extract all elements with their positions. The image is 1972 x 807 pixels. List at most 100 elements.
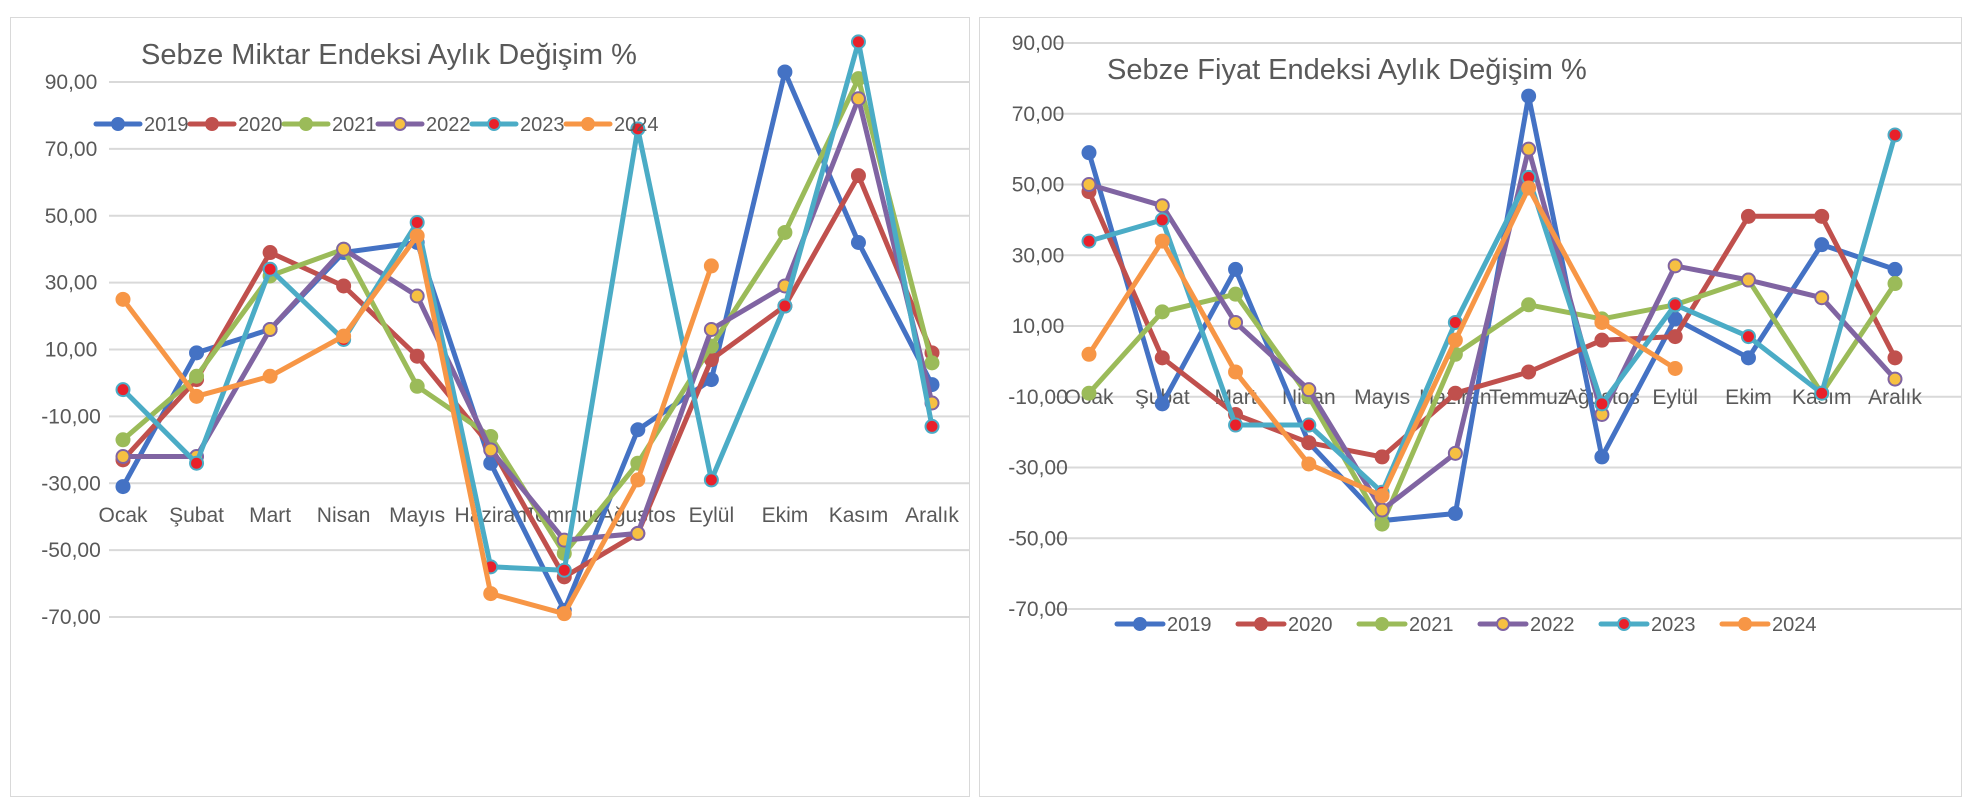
chart-title: Sebze Miktar Endeksi Aylık Değişim %: [141, 39, 637, 71]
data-point-2019: [1740, 350, 1756, 366]
y-tick-label: 90,00: [1012, 32, 1065, 55]
data-point-2021: [1887, 276, 1903, 292]
data-point-2019: [1667, 311, 1683, 327]
data-point-2023: [1594, 396, 1610, 412]
x-category-label: Aralık: [905, 504, 959, 527]
chart-title: Sebze Fiyat Endeksi Aylık Değişim %: [1107, 54, 1587, 86]
data-point-2023: [630, 121, 646, 137]
data-point-2023: [1814, 385, 1830, 401]
x-category-label: Şubat: [169, 504, 224, 527]
data-point-2022: [1154, 198, 1170, 214]
data-point-2023: [262, 261, 278, 277]
legend-label-2022: 2022: [426, 114, 471, 136]
legend-label-2020: 2020: [1288, 614, 1333, 636]
series-line-2022: [120, 96, 935, 543]
data-point-2021: [1374, 516, 1390, 532]
data-point-2023: [850, 34, 866, 50]
data-point-2024: [115, 291, 131, 307]
data-point-2024: [1374, 488, 1390, 504]
data-point-2021: [1154, 304, 1170, 320]
x-category-label: Temmuz: [1489, 386, 1568, 409]
data-point-2020: [1154, 350, 1170, 366]
data-point-2024: [703, 258, 719, 274]
data-point-2023: [777, 298, 793, 314]
legend: 2019 2020 2021 2022 2023 2024: [1114, 614, 1817, 636]
data-point-2024: [1594, 314, 1610, 330]
data-point-2019: [1594, 449, 1610, 465]
data-point-2024: [483, 586, 499, 602]
data-point-2021: [409, 378, 425, 394]
data-point-2020: [1374, 449, 1390, 465]
legend-label-2024: 2024: [614, 114, 659, 136]
data-point-2023: [703, 472, 719, 488]
x-category-label: Ekim: [1725, 386, 1772, 409]
data-point-2024: [1228, 364, 1244, 380]
legend-marker-2020: [205, 117, 219, 131]
data-point-2023: [1228, 417, 1244, 433]
y-tick-label: -30,00: [1008, 457, 1068, 480]
data-point-2021: [924, 355, 940, 371]
legend-marker-2022: [393, 117, 407, 131]
data-point-2021: [1228, 286, 1244, 302]
data-point-2020: [1521, 364, 1537, 380]
data-point-2022: [336, 241, 352, 257]
data-point-2023: [924, 418, 940, 434]
series-2022: [1081, 141, 1903, 518]
data-point-2023: [189, 455, 205, 471]
data-point-2023: [1301, 417, 1317, 433]
legend-marker-2022: [1496, 617, 1510, 631]
data-point-2022: [1814, 290, 1830, 306]
x-category-label: Mayıs: [1354, 386, 1410, 409]
data-point-2022: [1887, 371, 1903, 387]
legend: 2019 2020 2021 2022 2023 2024: [93, 114, 659, 136]
data-point-2019: [1228, 261, 1244, 277]
data-point-2023: [409, 214, 425, 230]
data-point-2024: [1667, 360, 1683, 376]
data-point-2020: [1887, 350, 1903, 366]
x-category-label: Ekim: [762, 504, 809, 527]
data-point-2019: [630, 422, 646, 438]
data-point-2022: [115, 449, 131, 464]
data-point-2024: [556, 606, 572, 622]
data-point-2019: [1081, 145, 1097, 161]
y-tick-label: -30,00: [41, 472, 101, 495]
series-line-2022: [1086, 146, 1898, 513]
data-point-2023: [1154, 212, 1170, 228]
data-point-2024: [189, 388, 205, 404]
data-point-2021: [1081, 385, 1097, 401]
legend-label-2024: 2024: [1772, 614, 1817, 636]
y-tick-label: 90,00: [45, 71, 98, 94]
data-point-2024: [262, 368, 278, 384]
data-point-2022: [1667, 258, 1683, 274]
data-point-2023: [1081, 233, 1097, 249]
legend-marker-2023: [487, 117, 501, 131]
data-point-2024: [1521, 180, 1537, 196]
data-point-2024: [1301, 456, 1317, 472]
data-point-2022: [1374, 502, 1390, 518]
data-point-2021: [1521, 297, 1537, 313]
data-point-2023: [1667, 297, 1683, 313]
data-point-2024: [1154, 233, 1170, 249]
data-point-2019: [189, 345, 205, 361]
y-tick-label: -10,00: [41, 405, 101, 428]
data-point-2024: [1447, 332, 1463, 348]
y-tick-label: -50,00: [1008, 527, 1068, 550]
y-tick-label: 30,00: [45, 272, 98, 295]
series-line-2021: [1086, 277, 1898, 527]
quantity-index-chart: 90,00 70,00 50,00 30,00 10,00 -10,00 -30,00 -50…: [41, 34, 969, 629]
series-2020: [1081, 184, 1903, 465]
x-category-label: Ocak: [98, 504, 148, 527]
x-category-label: Mart: [249, 504, 291, 527]
price-index-chart-panel: 90,00 70,00 50,00 30,00 10,00 -10,00 -30,00 -50…: [979, 17, 1962, 797]
data-point-2020: [336, 278, 352, 294]
legend-marker-2021: [299, 117, 313, 131]
y-tick-label: 70,00: [45, 138, 98, 161]
data-point-2022: [850, 91, 866, 107]
data-point-2022: [262, 321, 278, 337]
x-category-label: Eylül: [689, 504, 735, 527]
data-point-2024: [409, 228, 425, 244]
data-point-2022: [630, 525, 646, 541]
legend-label-2023: 2023: [1651, 614, 1696, 636]
legend-label-2022: 2022: [1530, 614, 1575, 636]
data-point-2022: [1740, 272, 1756, 288]
